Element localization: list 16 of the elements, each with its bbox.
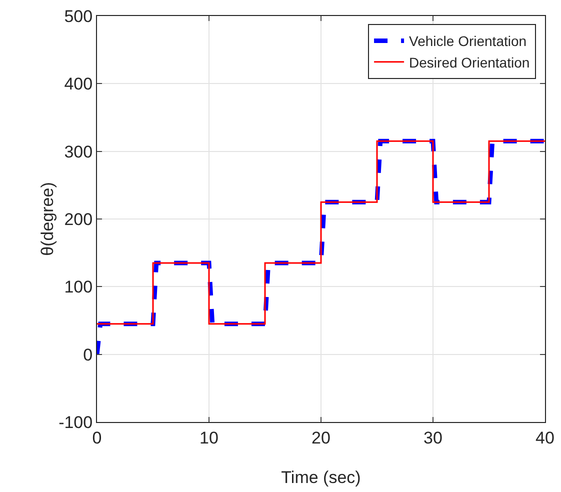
x-axis-title: Time (sec) [281, 468, 361, 487]
y-tick-label: 400 [64, 74, 93, 94]
y-tick-label: 200 [64, 210, 93, 229]
y-tick-label: 0 [83, 345, 93, 364]
y-tick-label: 500 [64, 6, 93, 26]
y-tick-label: 100 [64, 278, 93, 297]
x-tick-label: 10 [200, 428, 218, 448]
x-tick-label: 20 [312, 428, 330, 448]
y-tick-label: -100 [58, 412, 93, 432]
legend-label: Desired Orientation [409, 54, 530, 70]
y-axis-title: θ(degree) [38, 182, 57, 256]
x-tick-label: 40 [536, 428, 554, 448]
x-tick-label: 30 [424, 428, 442, 448]
y-tick-label: 300 [64, 142, 93, 162]
line-series [97, 138, 545, 357]
legend-label: Vehicle Orientation [409, 33, 527, 50]
